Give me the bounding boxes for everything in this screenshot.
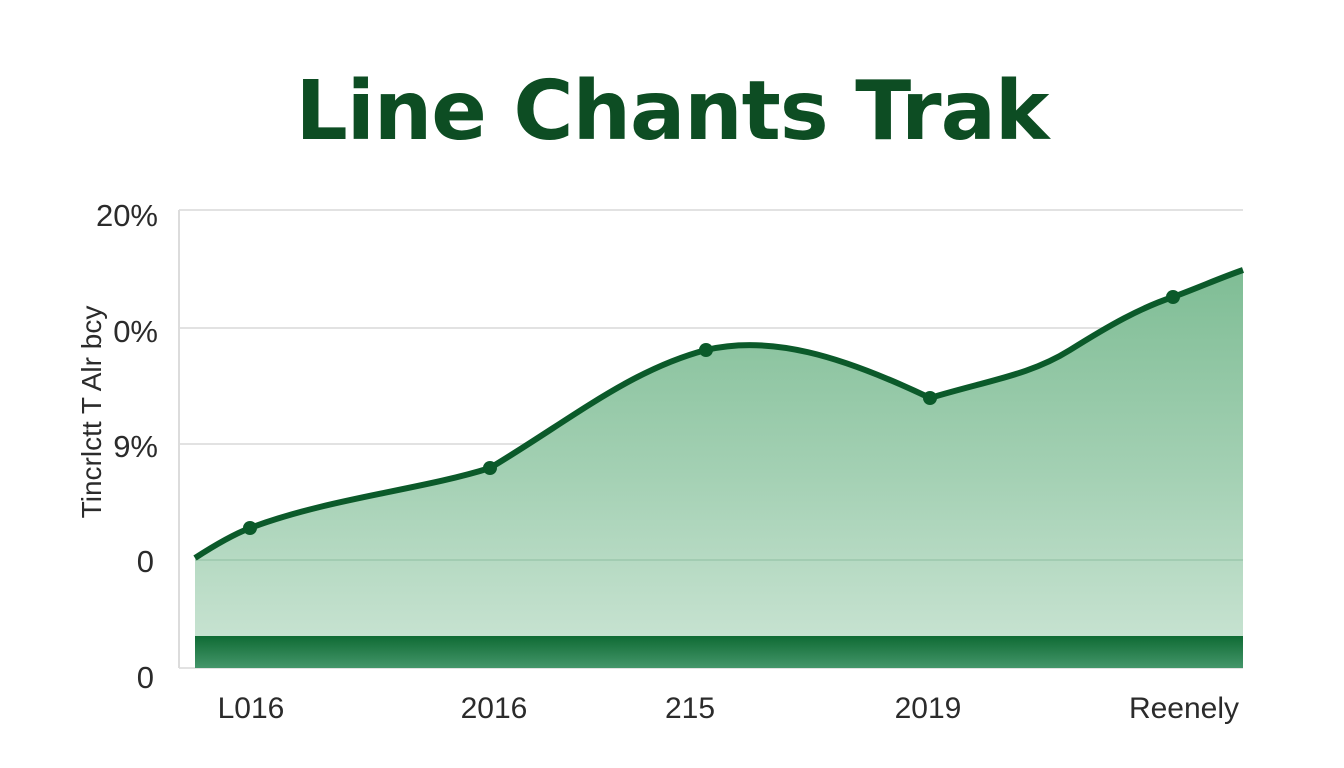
y-tick-label: 20% [95, 198, 158, 233]
baseline-band [195, 636, 1243, 668]
y-tick-label: 0% [113, 314, 158, 349]
chart-title: Line Chants Trak [295, 64, 1050, 159]
area-fill [195, 270, 1243, 636]
data-line [193, 267, 1244, 561]
x-tick-label: 2019 [894, 692, 962, 725]
x-tick-label: 2016 [460, 692, 528, 725]
x-tick-label: L016 [217, 692, 285, 725]
y-tick-label: 0 [136, 544, 154, 579]
x-tick-label: Reenely [1128, 692, 1240, 725]
y-tick-label: 9% [113, 429, 158, 464]
data-point[interactable] [699, 343, 713, 357]
data-point[interactable] [1166, 290, 1180, 304]
data-point[interactable] [923, 391, 937, 405]
data-point[interactable] [483, 461, 497, 475]
data-point[interactable] [243, 521, 257, 535]
y-tick-label: 0 [136, 660, 154, 695]
x-tick-label: 215 [664, 692, 716, 725]
data-markers [243, 290, 1180, 535]
